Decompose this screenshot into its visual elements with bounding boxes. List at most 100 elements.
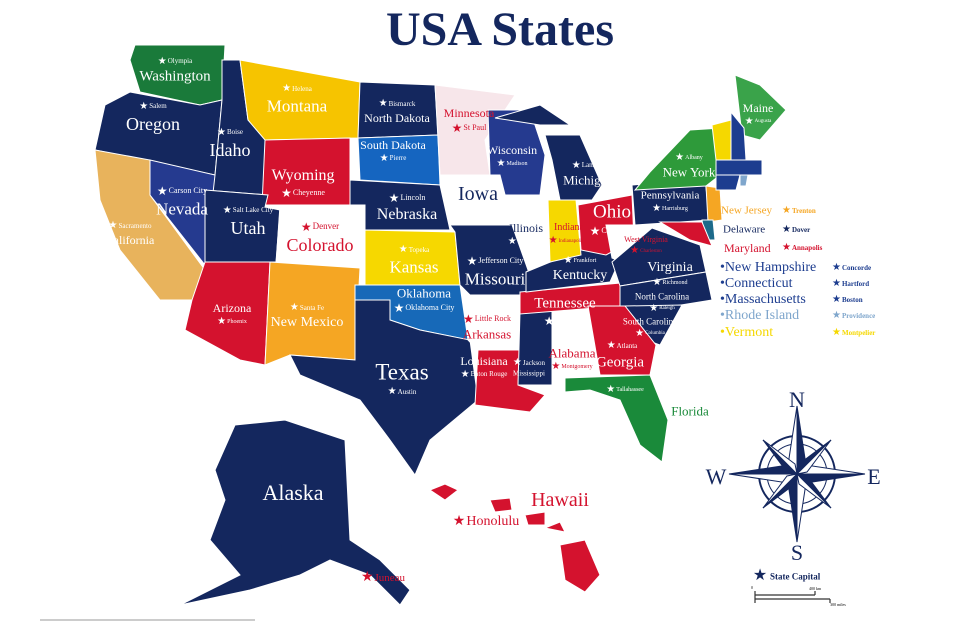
state-name-alabama: Alabama xyxy=(548,345,596,361)
capital-name-tennessee: Nashville xyxy=(555,315,587,325)
capital-tennessee: ★ Nashville xyxy=(544,315,586,327)
state-name-arizona: Arizona xyxy=(212,301,252,315)
capital-name-michigan: Lansing xyxy=(581,161,605,170)
state-shape-minnesota xyxy=(434,84,516,176)
state-name-ohio: Ohio xyxy=(593,201,631,223)
state-shape-hawaii xyxy=(489,497,513,513)
capital-name-wisconsin: Madison xyxy=(506,160,528,167)
capital-kansas: ★ Topeka xyxy=(399,245,429,255)
capital-name-new-jersey: Trenton xyxy=(791,206,816,215)
capital-name-colorado: Denver xyxy=(312,221,340,232)
capital-new-jersey: ★ Trenton xyxy=(782,206,816,216)
capital-name-oregon: Salem xyxy=(149,102,167,111)
capital-star-icon: ★ xyxy=(463,311,474,326)
state-name-oregon: Oregon xyxy=(126,114,180,134)
capital-georgia: ★ Atlanta xyxy=(607,341,638,351)
scale-bar xyxy=(754,591,831,603)
compass-west: W xyxy=(705,464,727,489)
state-name-california: California xyxy=(105,233,155,247)
capital-massachusetts: ★ Boston xyxy=(832,295,863,305)
capital-star-icon: ★ xyxy=(452,514,466,529)
state-name-louisiana: Louisiana xyxy=(460,354,508,368)
scale-miles: 300 miles xyxy=(830,602,846,607)
state-shape-hawaii xyxy=(428,483,459,501)
capital-name-arkansas: Little Rock xyxy=(474,313,511,323)
capital-name-north-dakota: Bismarck xyxy=(388,99,416,108)
state-name-kansas: Kansas xyxy=(389,257,439,277)
capital-name-mississippi: Jackson xyxy=(522,358,546,367)
state-name-delaware: Delaware xyxy=(723,223,766,236)
scale-zero: 0 xyxy=(751,585,753,590)
capital-star-icon: ★ xyxy=(379,152,389,164)
capital-star-icon: ★ xyxy=(744,115,754,127)
state-name-indiana: Indiana xyxy=(554,222,584,233)
capital-illinois: ★ Springfield xyxy=(508,237,540,247)
capital-name-new-hampshire: Concorde xyxy=(841,263,872,272)
capital-name-arizona: Phoenix xyxy=(227,318,247,325)
state-name-nevada: Nevada xyxy=(156,199,208,219)
state-name-virginia: Virginia xyxy=(647,260,693,275)
capital-delaware: ★ Dover xyxy=(782,225,810,235)
capital-star-icon: ★ xyxy=(496,157,506,169)
state-shape-texas xyxy=(289,299,479,477)
capital-california: ★ Sacramento xyxy=(108,221,151,231)
state-name-south-carolina: South Carolina xyxy=(622,316,678,327)
capital-name-nevada: Carson City xyxy=(168,186,208,196)
state-name-illinois: Illinois xyxy=(508,221,544,235)
capital-star-icon: ★ xyxy=(507,236,517,247)
capital-name-alabama: Montgomery xyxy=(561,364,593,371)
capital-star-icon: ★ xyxy=(675,151,685,163)
state-name-rhode-island: •Rhode Island xyxy=(720,308,800,323)
state-name-tennessee: Tennessee xyxy=(534,295,596,312)
state-shape-hawaii xyxy=(559,539,601,593)
capital-florida: ★ Tallahassee xyxy=(606,385,644,395)
state-shape-maryland xyxy=(658,221,713,247)
capital-indiana: ★ Indianapolis xyxy=(549,236,584,246)
capital-name-virginia: Richmond xyxy=(662,279,688,286)
capital-name-washington: Olympia xyxy=(167,57,193,65)
capital-name-connecticut: Hartford xyxy=(841,279,870,288)
capital-star-icon: ★ xyxy=(606,384,616,395)
compass-north: N xyxy=(789,387,805,412)
capital-star-icon: ★ xyxy=(360,570,374,585)
state-name-pennsylvania: Pennsylvania xyxy=(640,189,700,202)
capital-name-indiana: Indianapolis xyxy=(558,238,584,244)
capital-star-icon: ★ xyxy=(832,278,841,289)
capital-star-icon: ★ xyxy=(398,244,408,256)
state-name-wyoming: Wyoming xyxy=(271,167,335,184)
capital-wyoming: ★ Cheyenne xyxy=(281,187,325,199)
capital-star-icon: ★ xyxy=(832,294,841,305)
capital-star-icon: ★ xyxy=(832,262,841,273)
capital-new-mexico: ★ Santa Fe xyxy=(290,303,324,313)
state-name-north-dakota: North Dakota xyxy=(364,111,430,125)
capital-maryland: ★ Annapolis xyxy=(782,243,822,253)
capital-name-rhode-island: Providence xyxy=(841,311,876,320)
capital-name-south-carolina: Columbia xyxy=(645,331,665,337)
capital-utah: ★ Salt Lake City xyxy=(223,205,273,216)
capital-nevada: ★ Carson City xyxy=(157,185,207,197)
capital-star-icon: ★ xyxy=(589,223,601,238)
state-name-iowa: Iowa xyxy=(458,183,498,205)
compass-south: S xyxy=(790,540,804,565)
state-shape-massachusetts xyxy=(715,159,763,176)
state-shape-alaska xyxy=(179,419,411,606)
capital-star-icon: ★ xyxy=(108,220,118,232)
state-name-alaska: Alaska xyxy=(262,480,324,505)
capital-name-georgia: Atlanta xyxy=(616,341,638,350)
capital-star-icon: ★ xyxy=(393,301,405,316)
state-name-maryland: Maryland xyxy=(724,241,771,255)
capital-star-icon: ★ xyxy=(782,224,791,235)
capital-name-hawaii: Honolulu xyxy=(466,514,520,529)
state-name-utah: Utah xyxy=(230,218,266,238)
capital-name-nebraska: Lincoln xyxy=(400,192,426,202)
capital-nebraska: ★ Lincoln xyxy=(389,192,426,204)
capital-name-new-mexico: Santa Fe xyxy=(299,303,325,312)
capital-west-virginia: ★ Charleston xyxy=(630,246,662,256)
capital-star-icon: ★ xyxy=(156,184,168,199)
capital-star-icon: ★ xyxy=(832,310,841,321)
state-name-new-hampshire: •New Hampshire xyxy=(720,260,817,275)
state-name-washington: Washington xyxy=(139,68,211,85)
capital-star-icon: ★ xyxy=(217,315,227,327)
capital-name-florida: Tallahassee xyxy=(616,387,644,393)
